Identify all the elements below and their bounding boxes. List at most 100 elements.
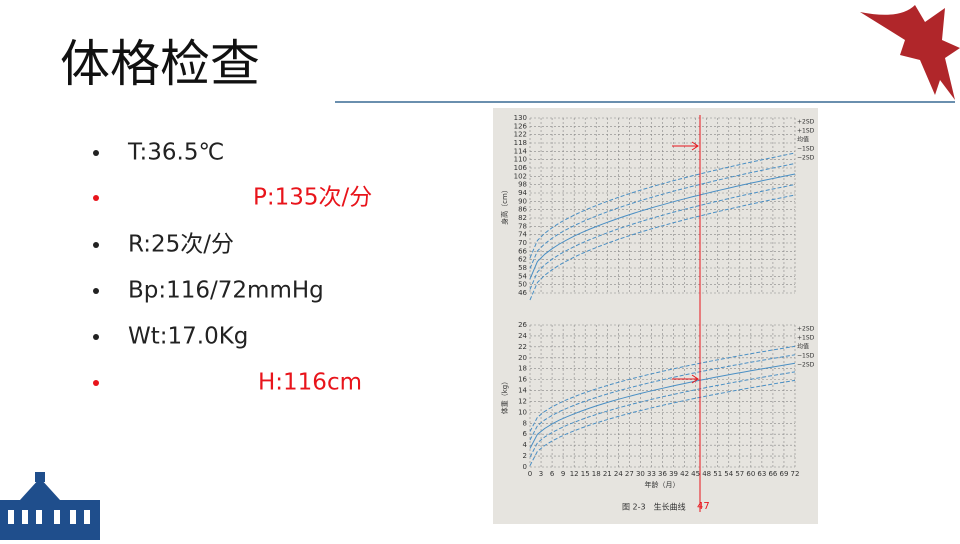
- y-tick-label: 24: [518, 332, 527, 340]
- reference-curve: [529, 173, 796, 280]
- y-tick-label: 70: [518, 239, 527, 247]
- arrow: [672, 141, 699, 151]
- sd-label: 均值: [797, 343, 809, 351]
- y-tick-label: 106: [514, 164, 528, 172]
- x-tick-label: 57: [735, 470, 744, 478]
- y-tick-label: 0: [523, 463, 527, 471]
- sd-label: −2SD: [797, 155, 815, 162]
- y-tick-label: 4: [523, 441, 528, 449]
- x-tick-label: 21: [603, 470, 612, 478]
- reference-curve: [529, 194, 796, 301]
- maple-leaf: [860, 5, 960, 100]
- x-tick-label: 27: [625, 470, 634, 478]
- x-tick-label: 60: [746, 470, 755, 478]
- x-tick-label: 0: [528, 470, 532, 478]
- x-tick-label: 18: [592, 470, 601, 478]
- y-tick-label: 8: [523, 419, 527, 427]
- x-tick-label: 33: [647, 470, 656, 478]
- y-tick-label: 94: [518, 189, 527, 197]
- y-tick-label: 12: [518, 397, 527, 405]
- x-tick-label: 3: [539, 470, 543, 478]
- y-tick-label: 10: [518, 408, 527, 416]
- y-tick-label: 46: [518, 289, 527, 297]
- y-tick-label: 26: [518, 321, 527, 329]
- y-tick-label: 118: [514, 139, 527, 147]
- y-tick-label: 18: [518, 365, 527, 373]
- x-tick-label: 42: [680, 470, 689, 478]
- y-tick-label: 74: [518, 231, 527, 239]
- x-tick-label: 39: [669, 470, 678, 478]
- y-tick-label: 14: [518, 387, 527, 395]
- figure-caption: 图 2-3 生长曲线: [622, 502, 686, 512]
- y-tick-label: 130: [514, 114, 527, 122]
- bullet-dot: [93, 288, 99, 294]
- bullet-text: Wt:17.0Kg: [128, 324, 248, 350]
- reference-curve: [529, 184, 796, 290]
- y-tick-label: 22: [518, 343, 527, 351]
- y-tick-label: 62: [518, 256, 527, 264]
- bullet-dot: [93, 334, 99, 340]
- y-tick-label: 20: [518, 354, 527, 362]
- y-tick-label: 114: [514, 147, 528, 155]
- reference-curve: [529, 152, 796, 259]
- reference-curve: [529, 362, 796, 449]
- x-tick-label: 36: [658, 470, 667, 478]
- axis-label: 身高（cm）: [500, 186, 509, 225]
- x-tick-label: 12: [570, 470, 579, 478]
- bullet-text: T:36.5℃: [127, 140, 224, 166]
- bullet-dot: [93, 380, 99, 386]
- y-tick-label: 6: [523, 430, 528, 438]
- y-tick-label: 122: [514, 131, 527, 139]
- y-tick-label: 86: [518, 206, 527, 214]
- bullet-text: H:116cm: [258, 370, 362, 396]
- x-axis-label: 年龄（月）: [645, 480, 680, 489]
- y-tick-label: 82: [518, 214, 527, 222]
- x-tick-label: 45: [691, 470, 700, 478]
- bullet-text: P:135次/分: [253, 185, 372, 211]
- bullet-dot: [93, 195, 99, 201]
- y-tick-label: 78: [518, 222, 527, 230]
- sd-label: +2SD: [797, 326, 815, 333]
- reference-curve: [529, 371, 796, 458]
- sd-label: +1SD: [797, 128, 815, 135]
- y-tick-label: 54: [518, 272, 527, 280]
- y-tick-label: 16: [518, 376, 527, 384]
- reference-curve: [529, 354, 796, 441]
- bullet-dot: [93, 242, 99, 248]
- building-icon: [0, 472, 100, 540]
- reference-curve: [529, 345, 796, 432]
- sd-label: +1SD: [797, 335, 815, 342]
- x-tick-label: 54: [724, 470, 733, 478]
- x-tick-label: 63: [757, 470, 766, 478]
- bullet-text: R:25次/分: [128, 232, 234, 258]
- x-tick-label: 6: [550, 470, 555, 478]
- x-tick-label: 66: [768, 470, 777, 478]
- y-tick-label: 90: [518, 197, 527, 205]
- y-tick-label: 58: [518, 264, 527, 272]
- x-tick-label: 69: [779, 470, 788, 478]
- bullet-dot: [93, 150, 99, 156]
- growth-chart-photo: [493, 108, 818, 524]
- y-tick-label: 66: [518, 247, 527, 255]
- x-tick-label: 24: [614, 470, 623, 478]
- x-tick-label: 72: [791, 470, 800, 478]
- y-tick-label: 50: [518, 281, 527, 289]
- y-tick-label: 126: [514, 122, 528, 130]
- y-tick-label: 2: [523, 452, 527, 460]
- sd-label: 均值: [797, 136, 809, 144]
- reference-curve: [529, 379, 796, 466]
- sd-label: −2SD: [797, 362, 815, 369]
- sd-label: +2SD: [797, 119, 815, 126]
- x-tick-label: 15: [581, 470, 590, 478]
- x-tick-label: 48: [702, 470, 711, 478]
- arrow: [672, 374, 699, 384]
- bullet-text: Bp:116/72mmHg: [128, 278, 324, 304]
- x-tick-label: 30: [636, 470, 645, 478]
- y-tick-label: 110: [514, 156, 527, 164]
- axis-label: 体重（kg）: [500, 378, 509, 415]
- x-tick-label: 51: [713, 470, 722, 478]
- slide-title: 体格检查: [60, 35, 260, 93]
- sd-label: −1SD: [797, 146, 815, 153]
